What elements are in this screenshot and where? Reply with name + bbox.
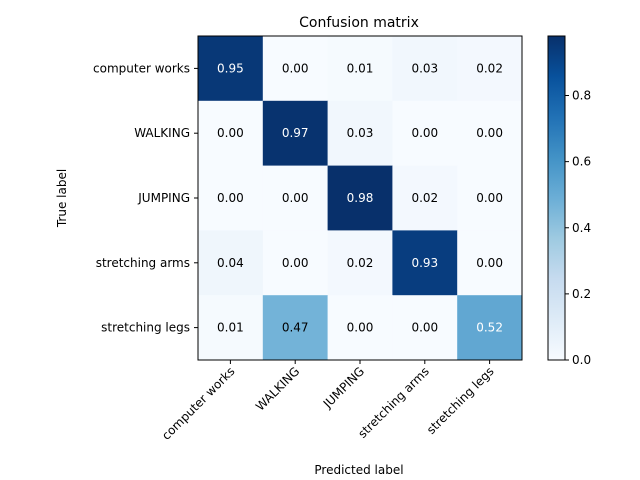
cell-value-label: 0.95 — [217, 61, 244, 75]
cell-value-label: 0.03 — [347, 126, 374, 140]
y-tick-label: computer works — [93, 61, 190, 75]
y-axis-ticks: computer works WALKING JUMPING stretching a… — [93, 61, 198, 335]
heatmap-cell — [327, 165, 393, 231]
heatmap-cell — [457, 230, 523, 296]
heatmap-cell — [457, 165, 523, 231]
cell-value-label: 0.02 — [476, 61, 503, 75]
cell-value-label: 0.04 — [217, 256, 244, 270]
heatmap-cell — [262, 165, 329, 231]
heatmap-cell — [392, 100, 458, 167]
cell-value-label: 0.02 — [347, 256, 374, 270]
colorbar-ticks: 0.0 0.2 0.4 0.6 0.8 — [565, 89, 591, 367]
y-tick-label: JUMPING — [137, 191, 190, 205]
x-tick-label: JUMPING — [320, 364, 367, 411]
heatmap-cell — [457, 36, 523, 102]
heatmap-cell — [457, 295, 523, 361]
colorbar-tick-label: 0.8 — [572, 89, 591, 103]
colorbar-tick-label: 0.0 — [572, 353, 591, 367]
x-tick-label: stretching legs — [424, 364, 497, 437]
colorbar: 0.0 0.2 0.4 0.6 0.8 — [547, 35, 591, 367]
heatmap-cell — [457, 100, 523, 167]
heatmap-cell — [262, 100, 329, 167]
cell-value-label: 0.52 — [476, 321, 503, 335]
heatmap-cell — [327, 36, 393, 102]
heatmap-cell — [198, 295, 264, 361]
heatmap-cell — [327, 295, 393, 361]
heatmap-cell — [198, 165, 264, 231]
y-tick-label: stretching legs — [101, 321, 190, 335]
cell-value-label: 0.00 — [476, 126, 503, 140]
heatmap-cell — [262, 230, 329, 296]
heatmap-cell — [392, 36, 458, 102]
heatmap-cell — [392, 230, 458, 296]
cell-value-label: 0.03 — [411, 61, 438, 75]
cell-value-label: 0.00 — [411, 126, 438, 140]
heatmap-cell — [392, 165, 458, 231]
heatmap-cells: 0.95 0.00 0.01 0.03 0.02 0.00 0.97 0.03 0.00 0.00… — [198, 36, 523, 361]
colorbar-gradient — [547, 35, 566, 361]
heatmap-cell — [327, 230, 393, 296]
cell-value-label: 0.00 — [282, 256, 309, 270]
cell-value-label: 0.00 — [411, 321, 438, 335]
x-tick-label: computer works — [159, 364, 237, 442]
cell-value-label: 0.00 — [476, 191, 503, 205]
y-tick-label: stretching arms — [96, 256, 190, 270]
chart-title: Confusion matrix — [299, 15, 419, 31]
heatmap-cell — [262, 36, 329, 102]
colorbar-tick-label: 0.2 — [572, 287, 591, 301]
y-tick-label: WALKING — [134, 126, 190, 140]
heatmap-cell — [327, 100, 393, 167]
cell-value-label: 0.00 — [282, 61, 309, 75]
heatmap-cell — [198, 230, 264, 296]
x-tick-label: stretching arms — [355, 364, 432, 441]
y-axis-label: True label — [55, 169, 69, 228]
colorbar-tick-label: 0.6 — [572, 155, 591, 169]
cell-value-label: 0.00 — [476, 256, 503, 270]
cell-value-label: 0.00 — [282, 191, 309, 205]
cell-value-label: 0.02 — [411, 191, 438, 205]
cell-value-label: 0.01 — [347, 61, 374, 75]
cell-value-label: 0.01 — [217, 321, 244, 335]
x-tick-label: WALKING — [253, 364, 302, 413]
heatmap-cell — [262, 295, 329, 361]
cell-value-label: 0.97 — [282, 126, 309, 140]
cell-value-label: 0.98 — [347, 191, 374, 205]
heatmap-cell — [198, 100, 264, 167]
cell-value-label: 0.00 — [347, 321, 374, 335]
colorbar-tick-label: 0.4 — [572, 221, 591, 235]
heatmap-cell — [392, 295, 458, 361]
cell-value-label: 0.00 — [217, 191, 244, 205]
cell-value-label: 0.00 — [217, 126, 244, 140]
x-axis-label: Predicted label — [314, 463, 403, 477]
cell-value-label: 0.47 — [282, 321, 309, 335]
heatmap-cell — [198, 36, 264, 102]
cell-value-label: 0.93 — [411, 256, 438, 270]
